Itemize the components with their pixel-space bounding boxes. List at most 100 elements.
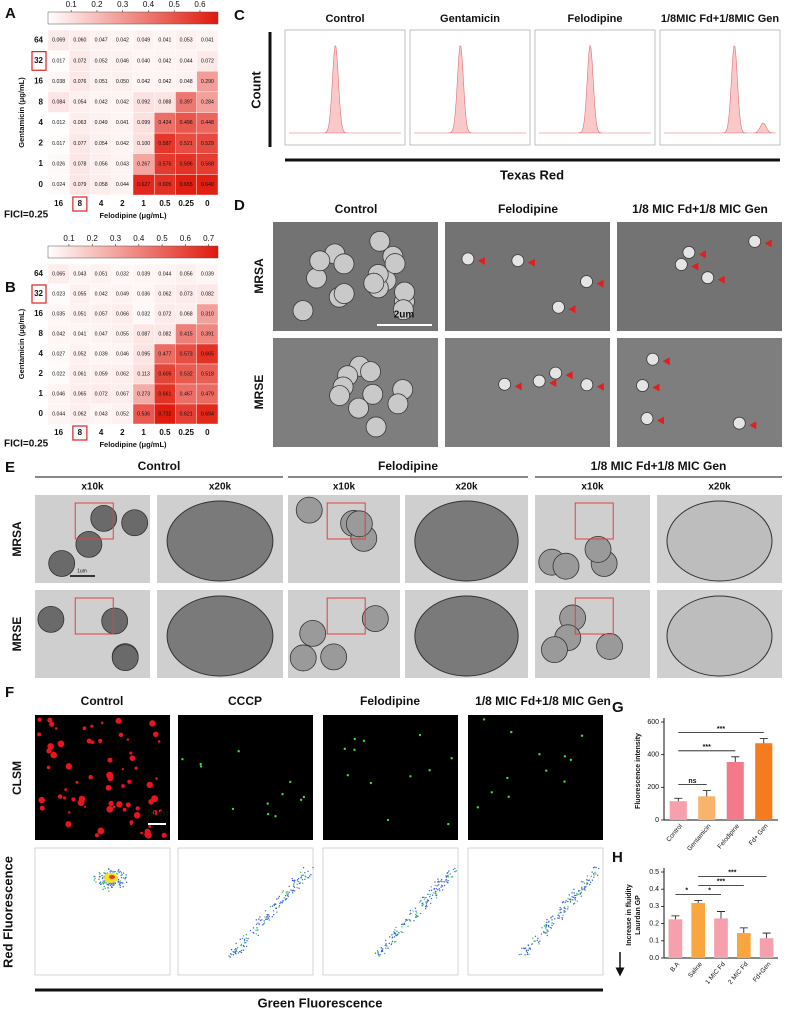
flow-event: [594, 871, 596, 874]
zoom-box: [74, 597, 114, 635]
fluorescent-cell: [149, 720, 156, 727]
fluorescent-cell: [353, 737, 356, 741]
cell-value: 0.529: [201, 141, 214, 147]
panel-title: 1/8 MIC Fd+1/8 MIC Gen: [475, 694, 611, 708]
flow-event: [595, 866, 597, 869]
x-tick-label: Fd+ Gen: [748, 823, 770, 847]
cell-value: 0.044: [180, 58, 193, 64]
fluorescent-cell: [506, 776, 509, 780]
x-axis-label: Felodipine (μg/mL): [99, 211, 167, 220]
flow-event: [447, 876, 450, 878]
flow-event: [593, 876, 595, 878]
row-label: 1: [39, 159, 44, 168]
flow-event: [240, 951, 243, 954]
flow-event: [237, 947, 239, 949]
flow-event: [550, 917, 552, 919]
flow-event: [285, 893, 288, 895]
flow-event: [395, 940, 397, 943]
colorbar-tick-label: 0.6: [180, 234, 192, 243]
x-tick-label: Gentamicin: [686, 823, 713, 853]
cell-value: 0.082: [201, 291, 214, 297]
flow-event: [596, 874, 599, 876]
panel-title: Control: [335, 202, 378, 216]
flow-event: [235, 950, 238, 952]
flow-event: [310, 873, 312, 876]
flow-event: [382, 948, 384, 950]
fluorescent-cell: [266, 812, 270, 816]
cell-value: 0.042: [158, 79, 171, 85]
cell: [732, 416, 746, 430]
fluorescent-cell: [266, 802, 269, 805]
flow-event: [98, 882, 101, 884]
micrograph: [617, 338, 782, 447]
cell: [392, 299, 414, 321]
flow-event: [429, 896, 431, 898]
fluorescent-cell: [563, 780, 566, 783]
flow-event: [417, 915, 419, 917]
cell-value: 0.055: [116, 331, 129, 337]
cell-value: 0.049: [116, 291, 129, 297]
cell-value: 0.587: [158, 141, 171, 147]
flow-event: [292, 880, 295, 882]
cell-value: 0.113: [137, 371, 150, 377]
flow-event: [552, 923, 555, 925]
cell: [646, 352, 660, 366]
row-label: 1: [39, 389, 44, 398]
cell-value: 0.077: [73, 141, 86, 147]
cell-value: 0.041: [158, 38, 171, 44]
flow-event: [235, 947, 237, 950]
arrow-marker: [568, 305, 576, 314]
fluorescent-cell: [38, 796, 45, 804]
row-label: 64: [34, 35, 43, 44]
fluorescent-cell: [121, 784, 125, 788]
flow-event: [547, 925, 550, 928]
cell: [363, 272, 385, 294]
flow-event: [536, 939, 538, 942]
flow-event: [537, 941, 540, 943]
flow-event: [232, 954, 235, 956]
colorbar: [47, 11, 219, 25]
y-axis-label: Laurdan GP: [635, 895, 642, 935]
y-tick-label: 600: [647, 719, 659, 726]
flow-event: [448, 870, 450, 872]
flow-event: [546, 934, 548, 937]
flow-event: [393, 936, 396, 938]
flow-event: [229, 956, 231, 958]
flow-event: [117, 878, 120, 881]
fluorescent-cell: [507, 795, 510, 799]
cell-value: 0.065: [73, 391, 86, 397]
flow-event: [583, 888, 586, 890]
panel-letter: B: [5, 279, 16, 296]
row-label: 8: [39, 329, 44, 338]
panel-letter: D: [234, 197, 245, 214]
flow-event: [255, 929, 257, 932]
fluorescent-cell: [148, 799, 154, 805]
cell-value: 0.095: [137, 351, 150, 357]
cell-value: 0.467: [180, 391, 193, 397]
flow-event: [559, 909, 561, 911]
flow-event: [93, 875, 95, 878]
flow-event: [520, 953, 522, 956]
bar: [691, 902, 706, 958]
zoom-box: [326, 502, 366, 540]
flow-event: [108, 890, 110, 892]
plot-frame: [284, 29, 406, 146]
cell-value: 0.042: [95, 100, 108, 106]
flow-event: [544, 924, 547, 926]
flow-event: [425, 896, 427, 899]
cell: [309, 250, 331, 272]
cell-value: 0.017: [52, 141, 65, 147]
col-label: 2: [120, 428, 125, 437]
panel-title: 1/8MIC Fd+1/8MIC Gen: [661, 13, 780, 25]
flow-event: [395, 933, 397, 935]
flow-event: [422, 902, 424, 904]
flow-event: [288, 885, 290, 888]
error-bar: [731, 756, 740, 763]
cell-value: 0.310: [201, 311, 214, 317]
fluorescent-cell: [129, 751, 133, 755]
flow-event: [423, 898, 426, 900]
cell-value: 0.039: [95, 351, 108, 357]
panel-title: Control: [138, 459, 181, 473]
error-bar: [717, 911, 725, 919]
col-label: 0.5: [159, 199, 171, 208]
